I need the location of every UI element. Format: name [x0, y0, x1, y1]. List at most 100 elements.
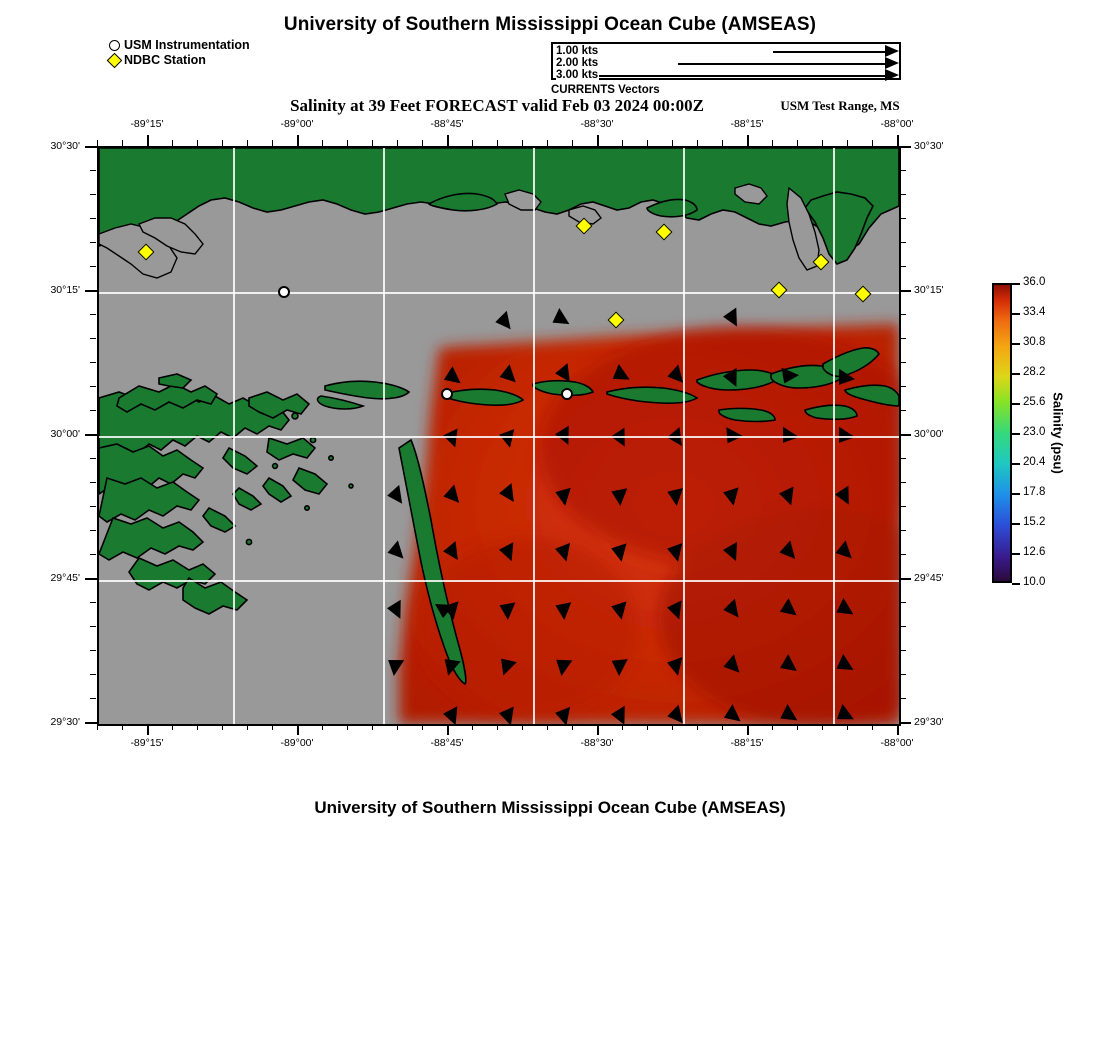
axis-tick-major [85, 722, 97, 724]
axis-tick-major [85, 434, 97, 436]
x-axis-label: -88°30' [580, 118, 614, 130]
y-axis-label: 30°30' [50, 140, 80, 152]
y-axis-label: 29°30' [914, 716, 944, 728]
x-axis-label: -88°30' [580, 737, 614, 749]
colorbar-tick [1012, 583, 1020, 585]
axis-tick-minor [90, 530, 96, 532]
vector-legend-label-3kt: 3.00 kts [556, 69, 600, 81]
currents-vector-legend: 1.00 kts 2.00 kts 3.00 kts [551, 42, 901, 82]
colorbar-tick [1012, 373, 1020, 375]
y-axis-label: 30°15' [50, 284, 80, 296]
axis-tick-minor [90, 602, 96, 604]
axis-tick-major [446, 135, 449, 146]
axis-tick-major [85, 578, 97, 580]
colorbar-tick-label: 36.0 [1023, 276, 1046, 288]
vector-legend-caption: CURRENTS Vectors [551, 84, 660, 96]
axis-tick-minor [90, 266, 96, 268]
colorbar-tick [1012, 493, 1020, 495]
legend-item-usm-instrumentation: USM Instrumentation [108, 38, 250, 52]
graticule-line-horizontal [99, 436, 899, 438]
axis-tick-minor [90, 482, 96, 484]
axis-tick-major [746, 135, 749, 146]
y-axis-label: 29°45' [50, 572, 80, 584]
colorbar-tick [1012, 343, 1020, 345]
region-label: USM Test Range, MS [780, 98, 900, 113]
x-axis-label: -89°00' [280, 737, 314, 749]
vector-legend-row-2kt: 2.00 kts [553, 57, 899, 70]
axis-tick-minor [90, 578, 96, 580]
axis-tick-minor [90, 698, 96, 700]
page-title: University of Southern Mississippi Ocean… [283, 14, 817, 35]
vector-shaft-3kt [586, 75, 886, 77]
axis-tick-major [897, 135, 899, 146]
axis-tick-major [596, 135, 599, 146]
y-axis-label: 29°30' [50, 716, 80, 728]
colorbar-tick [1012, 433, 1020, 435]
colorbar-tick-label: 23.0 [1023, 426, 1046, 438]
vector-legend-row-1kt: 1.00 kts [553, 45, 899, 58]
axis-tick-minor [90, 410, 96, 412]
axis-tick-major [146, 135, 149, 146]
x-axis-label: -89°15' [130, 737, 164, 749]
arrow-head-icon [885, 69, 899, 81]
arrow-head-icon [885, 57, 899, 69]
colorbar-title: Salinity (psu) [1050, 392, 1066, 474]
arrow-head-icon [885, 45, 899, 57]
colorbar-tick [1012, 463, 1020, 465]
axis-tick-minor [90, 290, 96, 292]
colorbar-tick-label: 12.6 [1023, 546, 1046, 558]
x-axis-label: -88°45' [430, 118, 464, 130]
colorbar-tick [1012, 553, 1020, 555]
axis-tick-major [85, 290, 97, 292]
colorbar-tick [1012, 313, 1020, 315]
colorbar-tick-label: 17.8 [1023, 486, 1046, 498]
axis-tick-minor [90, 554, 96, 556]
axis-tick-minor [90, 170, 96, 172]
map-subtitle: Salinity at 39 Feet FORECAST valid Feb 0… [290, 96, 704, 115]
y-axis-label: 29°45' [914, 572, 944, 584]
legend-label-usm: USM Instrumentation [124, 38, 250, 52]
usm-instrumentation-marker[interactable] [278, 286, 290, 298]
vector-shaft-2kt [678, 63, 886, 65]
x-axis-label: -89°00' [280, 118, 314, 130]
vector-legend-label-2kt: 2.00 kts [556, 57, 600, 69]
footer-title: University of Southern Mississippi Ocean… [314, 798, 786, 817]
axis-tick-major [85, 146, 97, 148]
map-plot-area[interactable] [97, 146, 901, 726]
axis-tick-minor [90, 362, 96, 364]
axis-tick-minor [90, 674, 96, 676]
axis-tick-major [296, 135, 299, 146]
colorbar-tick-label: 10.0 [1023, 576, 1046, 588]
colorbar-tick-label: 33.4 [1023, 306, 1046, 318]
vector-legend-label-1kt: 1.00 kts [556, 45, 600, 57]
vector-shaft-1kt [773, 51, 886, 53]
colorbar-tick-label: 28.2 [1023, 366, 1046, 378]
colorbar-gradient [992, 283, 1012, 583]
axis-tick-minor [90, 458, 96, 460]
axis-tick-minor [90, 386, 96, 388]
legend-label-ndbc: NDBC Station [124, 53, 206, 67]
axis-tick-minor [90, 626, 96, 628]
x-axis-label: -88°15' [730, 737, 764, 749]
axis-tick-minor [90, 434, 96, 436]
axis-tick-minor [90, 338, 96, 340]
vector-legend-row-3kt: 3.00 kts [553, 69, 899, 82]
graticule-line-horizontal [99, 580, 899, 582]
land-polygons [99, 148, 899, 685]
y-axis-label: 30°30' [914, 140, 944, 152]
usm-instrumentation-marker[interactable] [561, 388, 573, 400]
axis-tick-minor [90, 722, 96, 724]
axis-tick-minor [90, 650, 96, 652]
colorbar-tick-label: 30.8 [1023, 336, 1046, 348]
colorbar-tick-label: 25.6 [1023, 396, 1046, 408]
colorbar-tick [1012, 283, 1020, 285]
colorbar-tick [1012, 403, 1020, 405]
usm-instrumentation-marker[interactable] [441, 388, 453, 400]
axis-tick-minor [90, 314, 96, 316]
axis-tick-minor [90, 506, 96, 508]
axis-tick-minor [90, 146, 96, 148]
x-axis-label: -88°00' [880, 118, 914, 130]
x-axis-label: -89°15' [130, 118, 164, 130]
y-axis-label: 30°00' [914, 428, 944, 440]
colorbar-tick [1012, 523, 1020, 525]
